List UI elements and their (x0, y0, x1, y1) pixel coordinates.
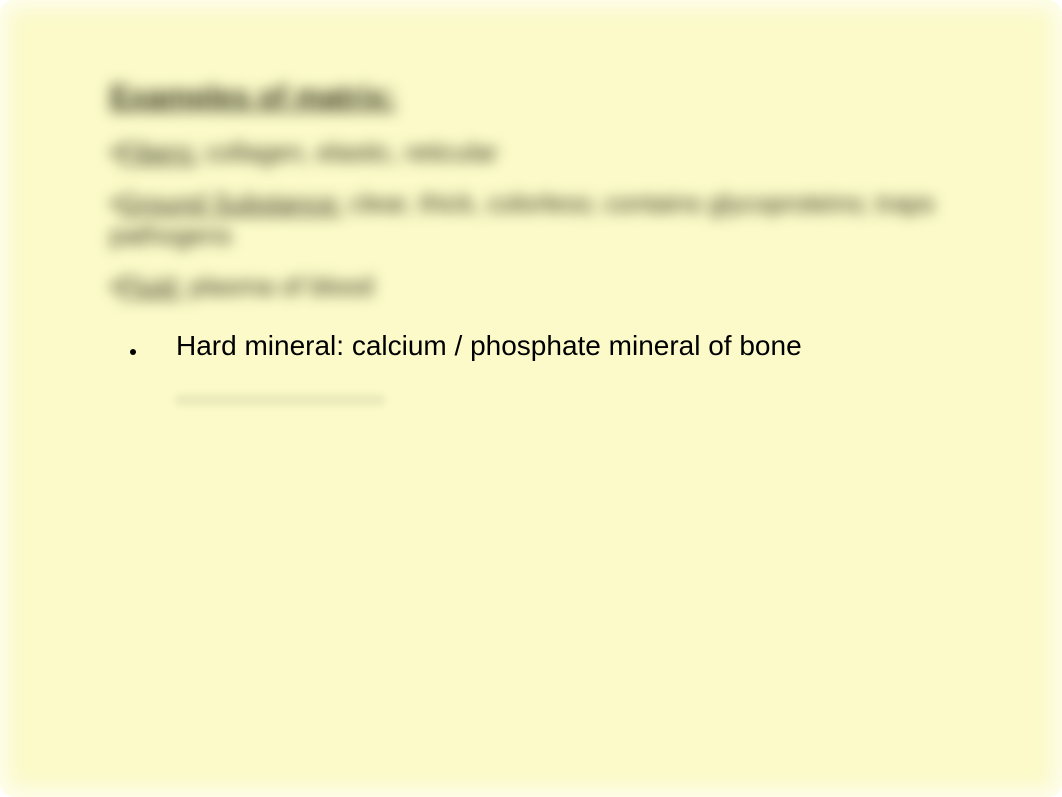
blurred-line-2: •Ground Substance: clear, thick, colorle… (110, 187, 972, 252)
visible-bullet-text: Hard mineral: calcium / phosphate minera… (176, 330, 802, 362)
blurred-line-1-rest: collagen, elastic, reticular (199, 137, 498, 167)
bullet-icon (130, 349, 136, 355)
slide-card: Examples of matrix: •Fibers: collagen, e… (0, 0, 1062, 797)
blurred-heading: Examples of matrix: (110, 80, 972, 114)
blurred-preview-block: Examples of matrix: •Fibers: collagen, e… (110, 80, 972, 302)
visible-bullet-row: Hard mineral: calcium / phosphate minera… (110, 330, 972, 362)
blurred-line-2-label: Ground Substance: (119, 188, 343, 218)
blurred-line-3: •Fluid: plasma of blood (110, 270, 972, 303)
content-area: Examples of matrix: •Fibers: collagen, e… (110, 80, 972, 362)
blurred-line-3-label: Fluid: (119, 271, 183, 301)
blurred-line-3-rest: plasma of blood (183, 271, 374, 301)
blurred-line-1-label: Fibers: (119, 137, 198, 167)
blurred-line-1: •Fibers: collagen, elastic, reticular (110, 136, 972, 169)
ghost-underline (175, 395, 385, 405)
